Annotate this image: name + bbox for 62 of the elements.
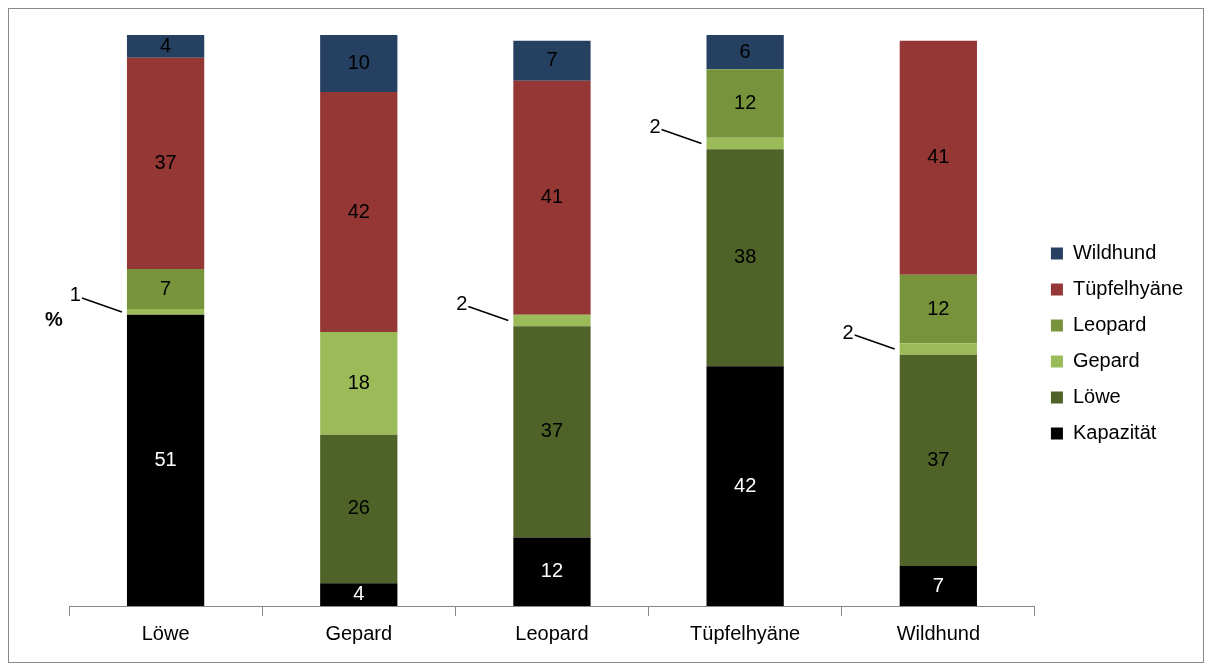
y-axis-title: % bbox=[45, 308, 64, 331]
bar bbox=[899, 40, 977, 275]
data-label: 7 bbox=[932, 573, 944, 596]
bar bbox=[513, 314, 591, 327]
legend-label: Kapazität bbox=[1072, 421, 1157, 444]
legend-label: Tüpfelhyäne bbox=[1072, 277, 1183, 300]
bar bbox=[899, 566, 977, 606]
data-label: 7 bbox=[160, 276, 172, 299]
bar bbox=[513, 326, 591, 538]
data-label: 37 bbox=[540, 419, 564, 442]
bar bbox=[706, 137, 784, 150]
data-label: 41 bbox=[927, 145, 950, 168]
bar bbox=[320, 331, 398, 435]
bar bbox=[706, 366, 784, 606]
bar bbox=[513, 40, 591, 81]
bar bbox=[320, 92, 398, 332]
bar bbox=[320, 35, 398, 93]
bar bbox=[706, 35, 784, 70]
data-label: 4 bbox=[160, 33, 172, 56]
bar bbox=[899, 274, 977, 344]
data-label: 12 bbox=[927, 296, 950, 319]
bar bbox=[126, 35, 205, 58]
legend-label: Wildhund bbox=[1072, 241, 1157, 264]
data-label: 4 bbox=[353, 582, 365, 605]
bar bbox=[706, 149, 784, 367]
data-label: 38 bbox=[734, 245, 757, 268]
bar bbox=[320, 434, 398, 584]
bar bbox=[899, 343, 977, 355]
data-label: 51 bbox=[154, 447, 177, 470]
legend-label: Löwe bbox=[1072, 385, 1121, 408]
bar bbox=[126, 269, 205, 310]
bar bbox=[513, 537, 591, 606]
data-label: 12 bbox=[540, 559, 564, 582]
data-label: 2 bbox=[456, 292, 468, 315]
x-tick-label: Gepard bbox=[325, 621, 393, 644]
data-label: 37 bbox=[154, 150, 177, 173]
data-label: 7 bbox=[546, 48, 558, 71]
bar bbox=[126, 314, 205, 606]
data-label: 18 bbox=[347, 370, 370, 393]
data-label: 42 bbox=[734, 473, 757, 496]
data-label: 42 bbox=[347, 199, 370, 222]
bar bbox=[899, 354, 977, 567]
data-label: 26 bbox=[347, 496, 370, 519]
bar bbox=[320, 583, 398, 606]
data-label: 2 bbox=[842, 320, 854, 343]
data-label: 6 bbox=[739, 39, 751, 62]
data-label: 2 bbox=[649, 115, 661, 138]
bar bbox=[126, 309, 205, 315]
legend-label: Gepard bbox=[1072, 349, 1140, 372]
legend-label: Leopard bbox=[1072, 313, 1147, 336]
data-label: 37 bbox=[927, 447, 950, 470]
data-label: 12 bbox=[734, 91, 757, 114]
x-tick-label: Wildhund bbox=[896, 621, 981, 644]
data-label: 1 bbox=[69, 283, 81, 306]
bar bbox=[513, 80, 591, 315]
bar bbox=[706, 69, 784, 138]
bar bbox=[126, 57, 205, 270]
x-tick-label: Löwe bbox=[141, 621, 190, 644]
x-tick-label: Leopard bbox=[515, 621, 589, 644]
x-tick-label: Tüpfelhyäne bbox=[690, 621, 801, 644]
data-label: 10 bbox=[347, 51, 370, 74]
data-label: 41 bbox=[540, 185, 564, 208]
